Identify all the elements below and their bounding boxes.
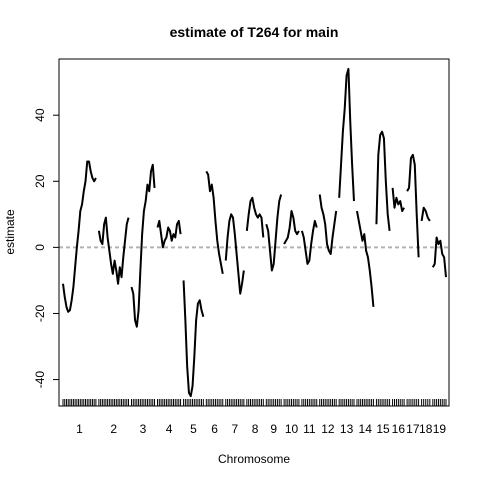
- series-line-chr11: [300, 219, 318, 265]
- series-line-chr16: [391, 187, 405, 213]
- series-line-chr3: [130, 163, 156, 328]
- series-line-chr15: [375, 130, 391, 231]
- plot-frame: [58, 58, 450, 407]
- series-line-chr13: [338, 67, 355, 202]
- x-tick-label: 2: [110, 422, 117, 436]
- x-tick-label: 3: [140, 422, 147, 436]
- x-tick-label: 7: [231, 422, 238, 436]
- series-line-chr5: [182, 280, 205, 398]
- series-line-chr9: [265, 194, 283, 272]
- series-line-chr17: [406, 153, 420, 258]
- series-line-chr18: [420, 206, 431, 222]
- x-tick-label: 15: [376, 422, 390, 436]
- y-axis-label: estimate: [3, 209, 17, 255]
- series-line-chr4: [156, 219, 182, 249]
- y-tick-label: 40: [33, 108, 47, 122]
- y-tick-label: -40: [33, 371, 47, 389]
- series-line-chr12: [318, 194, 338, 255]
- series-line-chr8: [245, 196, 265, 238]
- x-tick-label: 14: [359, 422, 373, 436]
- x-tick-label: 6: [211, 422, 218, 436]
- x-tick-label: 19: [433, 422, 447, 436]
- y-axis: -40 -20 0 20 40: [33, 108, 59, 388]
- x-tick-label: 9: [270, 422, 277, 436]
- x-axis-label: Chromosome: [218, 452, 290, 466]
- x-axis: 1 2 3 4 5 6 7 8 9 10 11 12 13 14 15 16 17 18 19: [76, 422, 446, 436]
- x-tick-label: 4: [166, 422, 173, 436]
- series-line-chr10: [283, 210, 300, 245]
- y-tick-label: 20: [33, 174, 47, 188]
- series-line-chr2: [97, 216, 130, 285]
- x-tick-label: 10: [285, 422, 299, 436]
- x-tick-label: 5: [190, 422, 197, 436]
- series-layer: [62, 67, 447, 398]
- series-line-chr7: [224, 213, 245, 295]
- series-line-chr14: [355, 210, 375, 307]
- x-tick-label: 8: [252, 422, 259, 436]
- rug-layer: [62, 399, 447, 406]
- x-tick-label: 11: [303, 422, 316, 436]
- x-tick-label: 1: [76, 422, 83, 436]
- series-line-chr6: [205, 170, 224, 274]
- x-tick-label: 12: [321, 422, 335, 436]
- series-line-chr1: [62, 160, 97, 313]
- x-tick-label: 18: [419, 422, 433, 436]
- series-line-chr19: [431, 236, 447, 278]
- x-tick-label: 17: [406, 422, 420, 436]
- y-tick-label: -20: [33, 304, 47, 322]
- chart-title: estimate of T264 for main: [170, 24, 339, 40]
- x-tick-label: 16: [392, 422, 406, 436]
- x-tick-label: 13: [340, 422, 354, 436]
- y-tick-label: 0: [33, 244, 47, 251]
